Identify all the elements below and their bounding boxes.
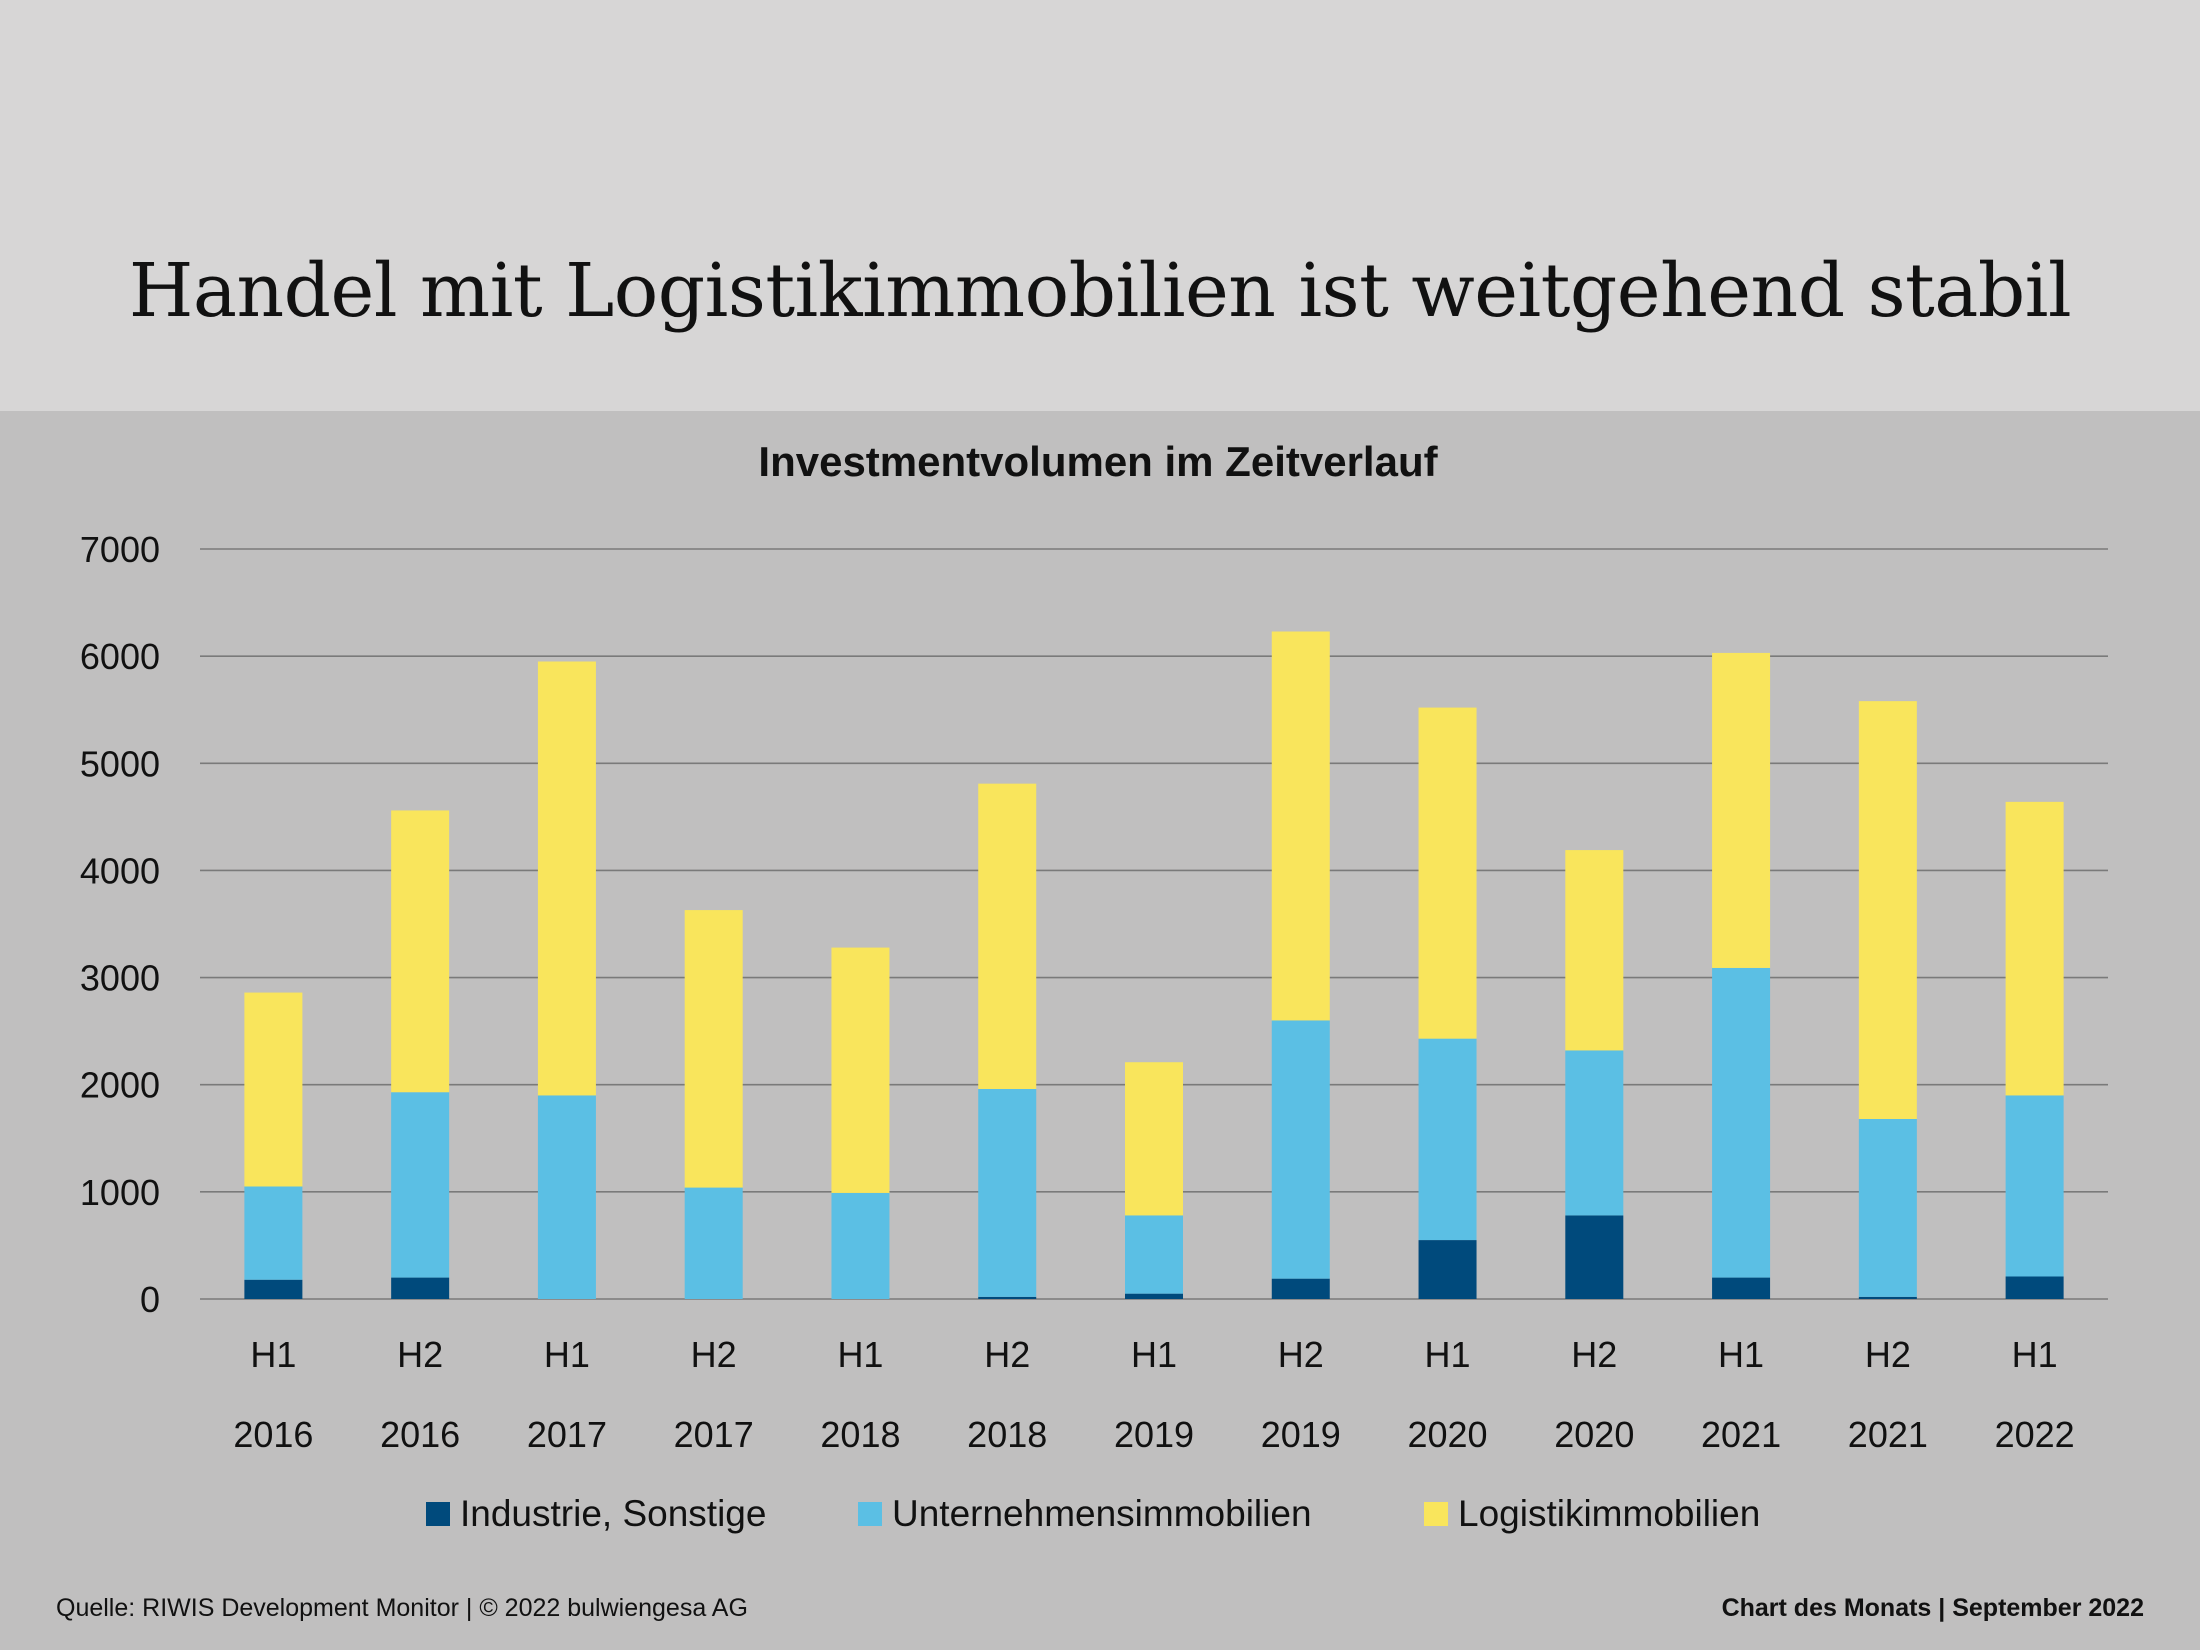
y-tick-label: 3000 xyxy=(80,958,160,999)
bar-segment-2 xyxy=(684,1187,743,1299)
bar-segment-1 xyxy=(1858,1296,1917,1299)
x-tick-half: H1 xyxy=(1131,1334,1177,1375)
x-tick-half: H1 xyxy=(250,1334,296,1375)
bar-segment-3 xyxy=(1418,707,1477,1039)
x-tick-half: H2 xyxy=(1571,1334,1617,1375)
x-tick-year: 2017 xyxy=(674,1414,754,1455)
bar-segment-3 xyxy=(1271,631,1330,1021)
x-tick-half: H2 xyxy=(397,1334,443,1375)
bar-segment-3 xyxy=(831,947,890,1193)
bar-segment-3 xyxy=(244,992,303,1187)
x-tick-year: 2016 xyxy=(233,1414,313,1455)
bar-segment-2 xyxy=(1712,967,1771,1278)
page-title: Handel mit Logistikimmobilien ist weitge… xyxy=(128,248,2072,334)
bar-segment-3 xyxy=(1858,701,1917,1119)
bar-segment-2 xyxy=(978,1089,1037,1297)
bar-segment-1 xyxy=(1418,1240,1477,1299)
bar-segment-2 xyxy=(244,1186,303,1280)
y-tick-label: 6000 xyxy=(80,636,160,677)
bar-segment-1 xyxy=(2005,1276,2064,1299)
source-note: Quelle: RIWIS Development Monitor | © 20… xyxy=(56,1594,748,1622)
x-tick-half: H2 xyxy=(691,1334,737,1375)
bar-segment-3 xyxy=(391,810,450,1093)
bar-segment-2 xyxy=(1858,1119,1917,1297)
x-tick-half: H1 xyxy=(1718,1334,1764,1375)
bar-segment-1 xyxy=(391,1277,450,1299)
legend-label: Unternehmensimmobilien xyxy=(892,1493,1312,1534)
x-tick-year: 2022 xyxy=(1995,1414,2075,1455)
bar-segment-3 xyxy=(1565,850,1624,1051)
legend-label: Logistikimmobilien xyxy=(1458,1493,1760,1534)
x-tick-half: H2 xyxy=(984,1334,1030,1375)
x-tick-year: 2018 xyxy=(820,1414,900,1455)
y-tick-label: 7000 xyxy=(80,529,160,570)
header-band xyxy=(0,0,2200,411)
x-axis-ticks: H1 2016 H2 2016 H1 2017 H2 2017 H1 2018 H2 2018 H1 20… xyxy=(233,1334,2074,1455)
legend-label: Industrie, Sonstige xyxy=(460,1493,766,1534)
x-tick-half: H2 xyxy=(1865,1334,1911,1375)
bar-segment-2 xyxy=(1565,1050,1624,1216)
x-tick-half: H1 xyxy=(544,1334,590,1375)
bar-segment-3 xyxy=(2005,801,2064,1096)
x-tick-year: 2021 xyxy=(1701,1414,1781,1455)
bar-segment-2 xyxy=(2005,1095,2064,1277)
bar-segment-2 xyxy=(1418,1038,1477,1241)
chart-of-month-label: Chart des Monats | September 2022 xyxy=(1721,1594,2144,1622)
bar-segment-2 xyxy=(1271,1020,1330,1279)
bar-segment-3 xyxy=(1125,1062,1183,1216)
legend-swatch xyxy=(858,1502,882,1526)
bar-segment-2 xyxy=(1125,1215,1183,1294)
bar-segment-1 xyxy=(1565,1215,1624,1299)
legend-swatch xyxy=(426,1502,450,1526)
bar-segment-2 xyxy=(831,1192,890,1299)
y-tick-label: 0 xyxy=(140,1279,160,1320)
bar-segment-1 xyxy=(1125,1293,1183,1299)
chart-title: Investmentvolumen im Zeitverlauf xyxy=(758,438,1438,485)
bar-segment-1 xyxy=(244,1279,303,1299)
legend: Industrie, Sonstige Unternehmensimmobilie… xyxy=(426,1493,1760,1534)
x-tick-year: 2021 xyxy=(1848,1414,1928,1455)
x-tick-year: 2019 xyxy=(1261,1414,1341,1455)
bar-segment-1 xyxy=(1271,1278,1330,1299)
y-axis-ticks: 0 1000 2000 3000 4000 5000 6000 7000 xyxy=(80,529,160,1320)
bar-segment-3 xyxy=(978,783,1037,1089)
bar-segment-3 xyxy=(537,661,596,1096)
bar-segment-3 xyxy=(1712,652,1771,968)
x-tick-half: H2 xyxy=(1278,1334,1324,1375)
x-tick-year: 2020 xyxy=(1554,1414,1634,1455)
x-tick-half: H1 xyxy=(1425,1334,1471,1375)
x-tick-year: 2020 xyxy=(1407,1414,1487,1455)
bars xyxy=(244,631,2064,1299)
bar-segment-1 xyxy=(1712,1277,1771,1299)
legend-swatch xyxy=(1424,1502,1448,1526)
x-tick-year: 2018 xyxy=(967,1414,1047,1455)
x-tick-year: 2019 xyxy=(1114,1414,1194,1455)
y-tick-label: 5000 xyxy=(80,743,160,784)
y-tick-label: 2000 xyxy=(80,1065,160,1106)
bar-segment-2 xyxy=(391,1092,450,1278)
bar-segment-1 xyxy=(978,1296,1037,1299)
y-tick-label: 4000 xyxy=(80,850,160,891)
bar-segment-2 xyxy=(537,1095,596,1299)
x-tick-half: H1 xyxy=(837,1334,883,1375)
x-tick-half: H1 xyxy=(2012,1334,2058,1375)
y-tick-label: 1000 xyxy=(80,1172,160,1213)
bar-segment-3 xyxy=(684,910,743,1188)
x-tick-year: 2017 xyxy=(527,1414,607,1455)
x-tick-year: 2016 xyxy=(380,1414,460,1455)
stacked-bar-chart: Investmentvolumen im Zeitverlauf 0 1000 20… xyxy=(80,438,2108,1534)
